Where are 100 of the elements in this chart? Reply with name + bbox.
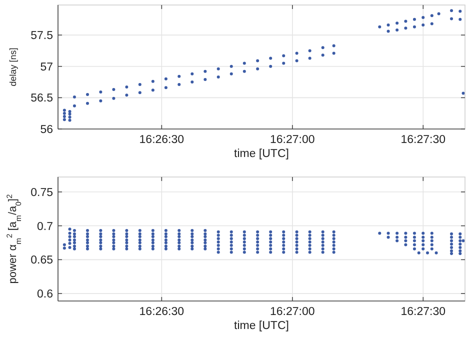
point [72, 241, 76, 244]
y-tick-label: 57 [40, 61, 53, 74]
y-tick-label: 0.6 [37, 288, 53, 301]
point [125, 235, 128, 238]
point [308, 56, 312, 60]
point [295, 240, 298, 244]
point [164, 77, 168, 80]
point [99, 90, 102, 94]
point [295, 247, 298, 250]
point [332, 234, 336, 237]
point [422, 236, 425, 239]
point [125, 244, 128, 248]
point [190, 241, 194, 244]
point [72, 229, 76, 232]
point [99, 241, 102, 244]
point [125, 94, 128, 97]
point [430, 232, 434, 235]
point [204, 70, 207, 73]
point [151, 229, 154, 232]
point [396, 28, 399, 32]
point [295, 250, 298, 254]
point [164, 247, 168, 250]
point [404, 243, 408, 246]
x-tick-label: 16:27:30 [400, 306, 446, 318]
point [72, 247, 76, 250]
point [412, 236, 416, 239]
point [190, 247, 194, 250]
point [151, 88, 154, 92]
point [321, 46, 324, 50]
point [230, 230, 233, 234]
point [138, 238, 142, 242]
point [138, 229, 142, 232]
point [125, 229, 128, 232]
point [242, 247, 246, 250]
point [422, 232, 425, 235]
point [62, 114, 66, 118]
point [308, 49, 312, 52]
point [178, 247, 181, 250]
point [68, 246, 72, 249]
point [99, 232, 102, 236]
point [68, 118, 72, 122]
y-axis-title: delay [ns] [8, 48, 18, 86]
point [396, 232, 399, 235]
point [308, 240, 312, 244]
point [216, 240, 220, 244]
point [86, 229, 89, 232]
point [86, 244, 89, 248]
point [68, 116, 72, 119]
point [434, 251, 438, 254]
point [190, 244, 194, 248]
point [332, 52, 336, 55]
x-tick-label: 16:27:00 [270, 134, 315, 146]
point [458, 10, 462, 13]
point [68, 110, 72, 113]
point [412, 18, 416, 21]
point [151, 247, 154, 250]
point [112, 241, 116, 244]
point [437, 12, 440, 16]
point [204, 247, 207, 250]
point [450, 242, 454, 246]
point [269, 56, 272, 60]
point [458, 232, 462, 236]
point [72, 232, 76, 236]
point [68, 235, 72, 238]
point [230, 72, 233, 76]
point [458, 246, 462, 249]
point [430, 236, 434, 239]
point [86, 235, 89, 238]
point [164, 229, 168, 232]
point [269, 234, 272, 237]
point [62, 112, 66, 115]
point [462, 92, 465, 95]
point [151, 238, 154, 242]
y-tick-label: 0.65 [30, 254, 53, 267]
point [295, 244, 298, 247]
point [269, 240, 272, 244]
point [178, 235, 181, 238]
point [204, 232, 207, 236]
point [450, 9, 454, 12]
point [450, 246, 454, 249]
point [282, 247, 286, 250]
point [151, 235, 154, 238]
point [321, 247, 324, 250]
point [178, 229, 181, 232]
point [138, 232, 142, 236]
point [256, 234, 260, 237]
point [216, 247, 220, 250]
point [386, 232, 390, 235]
point [321, 54, 324, 57]
point [269, 247, 272, 250]
point [164, 241, 168, 244]
point [282, 240, 286, 244]
point [378, 232, 382, 235]
point [295, 237, 298, 240]
point [412, 243, 416, 246]
point [430, 22, 434, 26]
point [242, 230, 246, 234]
point [386, 24, 390, 27]
point [295, 234, 298, 237]
point [422, 243, 425, 246]
